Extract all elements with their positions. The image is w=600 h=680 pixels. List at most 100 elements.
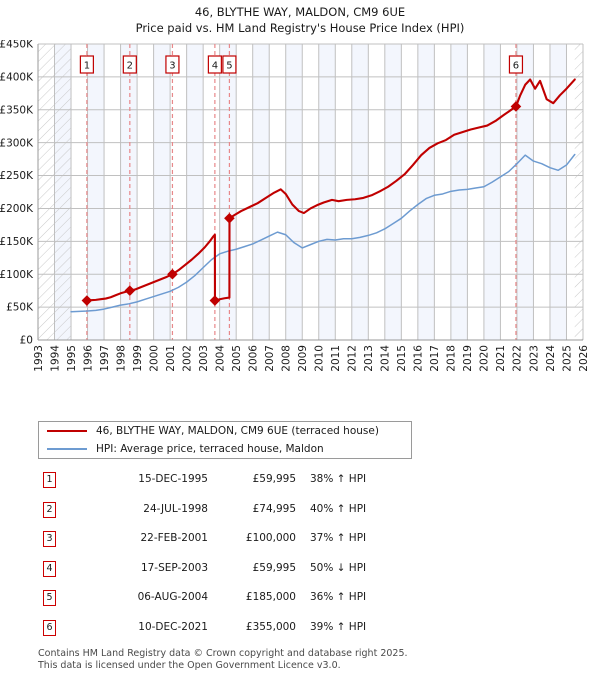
svg-text:£200K: £200K (0, 203, 34, 215)
sale-hpi-delta: 37% ↑ HPI (310, 532, 367, 544)
svg-text:2018: 2018 (446, 345, 458, 372)
svg-text:£150K: £150K (0, 236, 34, 248)
sale-hpi-delta: 38% ↑ HPI (310, 473, 367, 485)
page-title: 46, BLYTHE WAY, MALDON, CM9 6UE Price pa… (0, 4, 600, 36)
sale-price: £59,995 (252, 561, 296, 574)
x-axis-tick-labels: 1993 1994 1995 1996 1997 1998 1999 2000 2001 2002… (33, 345, 590, 372)
svg-text:£0: £0 (20, 335, 33, 347)
table-row: 4 17-SEP-2003 £59,995 50% ↓ HPI (38, 557, 458, 587)
svg-text:2005: 2005 (231, 345, 243, 372)
svg-text:1993: 1993 (33, 345, 45, 372)
svg-text:1996: 1996 (82, 345, 94, 372)
footer-line-licence: This data is licensed under the Open Gov… (38, 659, 341, 671)
sale-hpi-delta: 50% ↓ HPI (310, 561, 367, 574)
svg-text:£50K: £50K (6, 302, 34, 314)
svg-text:2020: 2020 (479, 345, 491, 372)
svg-text:2000: 2000 (148, 345, 160, 372)
svg-text:2008: 2008 (281, 345, 293, 372)
sales-history-table: 1 15-DEC-1995 £59,995 38% ↑ HPI 2 24-JUL… (38, 468, 458, 645)
svg-text:£350K: £350K (0, 104, 34, 116)
sale-date: 24-JUL-1998 (143, 502, 208, 515)
svg-text:2011: 2011 (330, 345, 342, 372)
svg-text:2010: 2010 (314, 345, 326, 372)
sale-date: 06-AUG-2004 (137, 591, 208, 603)
svg-text:1997: 1997 (99, 345, 111, 372)
sale-date: 17-SEP-2003 (140, 561, 208, 574)
chart-title: 46, BLYTHE WAY, MALDON, CM9 6UE (194, 5, 406, 19)
sale-date: 15-DEC-1995 (138, 473, 208, 485)
legend-color-swatch-property (47, 430, 87, 432)
series-line-hpi (70, 153, 576, 313)
svg-text:£250K: £250K (0, 170, 34, 182)
svg-text:2025: 2025 (561, 345, 573, 372)
year-band-shading (54, 44, 567, 340)
footer-attribution: Contains HM Land Registry data © Crown c… (38, 648, 578, 671)
legend-label-property: 46, BLYTHE WAY, MALDON, CM9 6UE (terrace… (96, 425, 379, 437)
sale-hpi-delta: 36% ↑ HPI (310, 591, 367, 603)
table-row: 5 06-AUG-2004 £185,000 36% ↑ HPI (38, 586, 458, 616)
svg-text:1995: 1995 (66, 345, 78, 372)
svg-text:2003: 2003 (198, 345, 210, 372)
svg-text:2: 2 (127, 61, 133, 72)
table-row: 2 24-JUL-1998 £74,995 40% ↑ HPI (38, 498, 458, 528)
table-row: 6 10-DEC-2021 £355,000 39% ↑ HPI (38, 616, 458, 646)
svg-text:2021: 2021 (495, 345, 507, 372)
svg-text:£100K: £100K (0, 269, 34, 281)
legend-color-swatch-hpi (47, 448, 87, 450)
svg-text:2002: 2002 (181, 345, 193, 372)
chart-subtitle: Price paid vs. HM Land Registry's House … (135, 21, 465, 35)
sale-hpi-delta: 39% ↑ HPI (310, 620, 367, 633)
sale-index-badge: 2 (43, 501, 56, 518)
sale-price: £100,000 (245, 532, 296, 544)
footer-line-copyright: Contains HM Land Registry data © Crown c… (38, 648, 408, 659)
sale-index-badge: 5 (43, 590, 56, 606)
svg-text:2014: 2014 (380, 345, 392, 372)
svg-text:4: 4 (212, 61, 218, 72)
svg-text:6: 6 (513, 61, 519, 72)
svg-text:1999: 1999 (132, 345, 144, 372)
sale-hpi-delta: 40% ↑ HPI (310, 502, 367, 515)
svg-text:3: 3 (169, 61, 175, 72)
chart-plot-container: £0 £50K £100K £150K £200K £250K £300K £350K £400… (0, 40, 600, 375)
svg-text:2009: 2009 (297, 345, 309, 372)
sale-date: 10-DEC-2021 (138, 620, 208, 633)
svg-text:2016: 2016 (413, 345, 425, 372)
chart-legend: 46, BLYTHE WAY, MALDON, CM9 6UE (terrace… (38, 421, 412, 459)
svg-text:1994: 1994 (49, 345, 61, 372)
svg-text:2006: 2006 (247, 345, 259, 372)
table-row: 3 22-FEB-2001 £100,000 37% ↑ HPI (38, 527, 458, 557)
svg-text:2023: 2023 (528, 345, 540, 372)
y-axis-tick-labels: £0 £50K £100K £150K £200K £250K £300K £350K £400… (0, 40, 34, 347)
svg-text:2012: 2012 (347, 345, 359, 372)
sale-price-points (81, 101, 522, 306)
svg-text:£450K: £450K (0, 40, 34, 51)
svg-text:2004: 2004 (214, 345, 226, 372)
svg-text:£400K: £400K (0, 71, 34, 83)
svg-text:2015: 2015 (396, 345, 408, 372)
sale-index-badge: 6 (43, 619, 56, 636)
svg-text:1: 1 (84, 61, 90, 72)
svg-text:2019: 2019 (462, 345, 474, 372)
plot-background (38, 44, 583, 340)
svg-text:2001: 2001 (165, 345, 177, 372)
sale-index-badge: 3 (43, 531, 56, 547)
svg-text:2017: 2017 (429, 345, 441, 372)
svg-text:2024: 2024 (545, 345, 557, 372)
table-row: 1 15-DEC-1995 £59,995 38% ↑ HPI (38, 468, 458, 498)
svg-text:1998: 1998 (115, 345, 127, 372)
sale-price: £74,995 (252, 502, 296, 515)
legend-item-hpi: HPI: Average price, terraced house, Mald… (39, 440, 411, 458)
series-line-property (85, 78, 576, 302)
svg-text:5: 5 (226, 61, 232, 72)
svg-text:2026: 2026 (578, 345, 590, 372)
price-hpi-line-chart: £0 £50K £100K £150K £200K £250K £300K £350K £400… (0, 40, 590, 372)
sale-index-badge: 4 (43, 560, 56, 577)
svg-text:£300K: £300K (0, 137, 34, 149)
svg-text:2007: 2007 (264, 345, 276, 372)
sale-index-badge: 1 (43, 472, 56, 488)
svg-text:2022: 2022 (512, 345, 524, 372)
legend-item-property: 46, BLYTHE WAY, MALDON, CM9 6UE (terrace… (39, 422, 411, 440)
sale-price: £59,995 (252, 473, 296, 485)
